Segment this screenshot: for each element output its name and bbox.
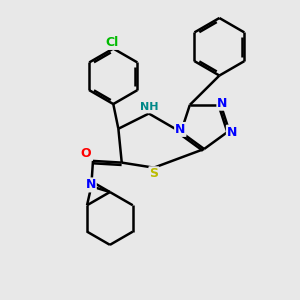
Text: O: O [80, 147, 91, 160]
Text: N: N [217, 97, 228, 110]
Text: S: S [149, 167, 158, 180]
Text: N: N [175, 123, 185, 136]
Text: N: N [227, 126, 237, 139]
Text: Cl: Cl [105, 36, 118, 49]
Text: N: N [85, 178, 96, 191]
Text: NH: NH [140, 102, 158, 112]
